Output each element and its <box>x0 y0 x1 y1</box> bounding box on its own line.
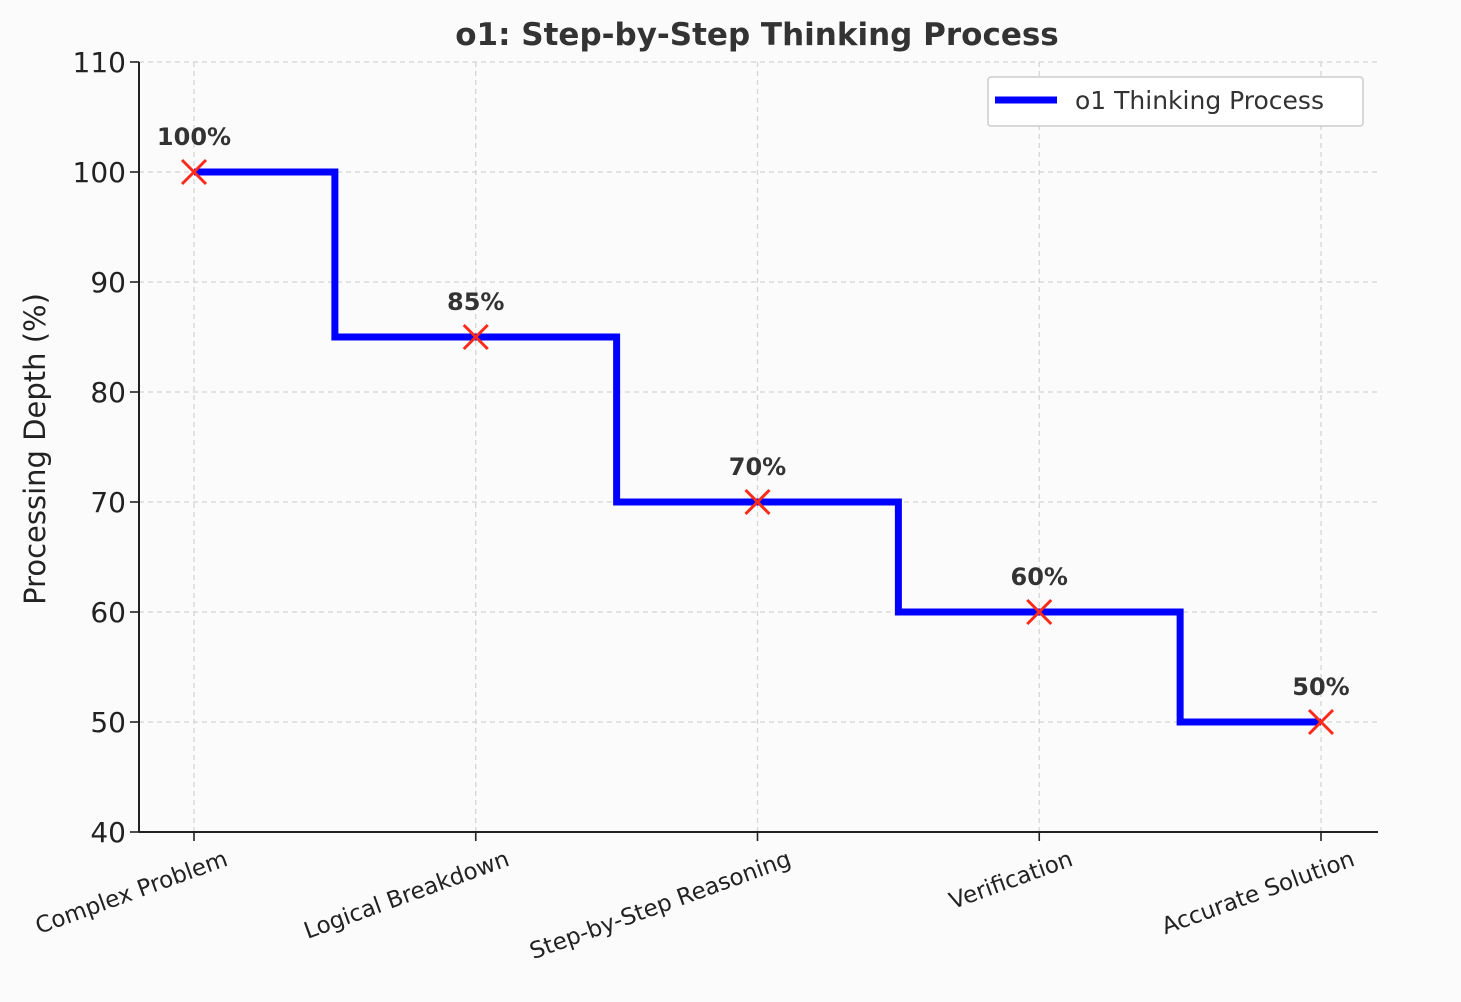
legend-frame <box>987 76 1364 127</box>
data-point-marker <box>1026 598 1053 626</box>
data-label: 60% <box>1011 563 1068 591</box>
data-point-marker <box>1307 708 1335 736</box>
y-tick-label: 70 <box>90 486 126 519</box>
legend-entry-label: o1 Thinking Process <box>1075 86 1324 115</box>
x-tick-label: Complex Problem <box>32 846 231 940</box>
data-label: 100% <box>157 123 231 151</box>
series-layer <box>180 158 1335 736</box>
y-tick-label: 40 <box>90 816 126 849</box>
marker-stroke <box>180 158 208 186</box>
marker-stroke <box>1026 598 1053 626</box>
marker-stroke <box>1307 708 1335 736</box>
data-point-marker <box>180 158 208 186</box>
data-label: 50% <box>1292 673 1349 701</box>
y-tick-label: 110 <box>73 46 126 79</box>
x-tick-label: Step-by-Step Reasoning <box>526 846 794 965</box>
data-point-marker <box>744 488 771 516</box>
chart-title: o1: Step-by-Step Thinking Process <box>455 17 1059 53</box>
y-axis-label: Processing Depth (%) <box>18 293 52 605</box>
x-tick-label: Accurate Solution <box>1158 846 1358 940</box>
axes <box>130 61 1378 841</box>
y-tick-label: 90 <box>90 266 126 299</box>
data-labels: 100% 85% 70% 60% 50% <box>157 123 1350 701</box>
x-tick-label: Logical Breakdown <box>301 846 513 944</box>
x-tick-label: Verification <box>946 846 1076 915</box>
data-point-marker <box>462 323 489 351</box>
data-label: 70% <box>729 453 786 481</box>
y-tick-label: 60 <box>90 596 126 629</box>
marker-stroke <box>462 323 489 351</box>
y-tick-label: 50 <box>90 706 126 739</box>
y-tick-label: 80 <box>90 376 126 409</box>
legend: o1 Thinking Process <box>987 76 1364 127</box>
y-tick-label: 100 <box>73 156 126 189</box>
grid-lines <box>139 61 1378 832</box>
marker-stroke <box>744 488 771 516</box>
data-label: 85% <box>447 288 504 316</box>
